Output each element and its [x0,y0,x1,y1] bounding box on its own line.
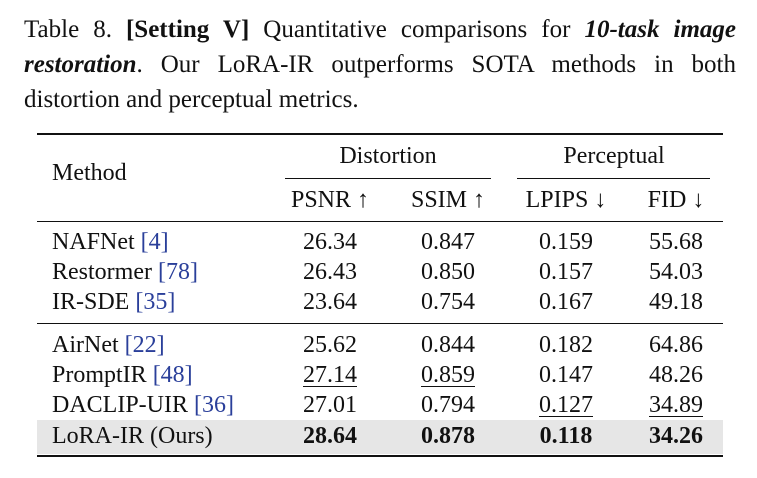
ssim-value: 0.847 [421,229,475,255]
psnr-value: 23.64 [303,289,357,315]
ssim-header: SSIM ↑ [410,187,486,213]
lpips-value: 0.147 [539,362,593,388]
table-row-method: NAFNet [4] [52,229,169,255]
fid-value: 64.86 [649,332,703,358]
distortion-cmidrule [285,178,491,179]
ours-row-highlight [37,420,723,454]
top-rule [37,133,723,135]
method-header: Method [52,160,127,186]
fid-value: 34.89 [649,392,703,418]
ssim-value: 0.794 [421,392,475,418]
lpips-value: 0.159 [539,229,593,255]
psnr-value: 27.14 [303,362,357,388]
ssim-value: 0.850 [421,259,475,285]
caption-setting: [Setting V] [125,16,250,43]
citation-link[interactable]: [78] [157,259,198,285]
ssim-value: 0.754 [421,289,475,315]
distortion-header: Distortion [339,143,437,169]
psnr-header: PSNR ↑ [290,187,370,213]
fid-value: 54.03 [649,259,703,285]
table-row-method-ours: LoRA-IR (Ours) [52,423,213,449]
lpips-value: 0.182 [539,332,593,358]
caption-table-label: Table 8. [24,16,112,43]
header-rule [37,221,723,222]
citation-link[interactable]: [36] [194,392,234,418]
ssim-value: 0.844 [421,332,475,358]
fid-value: 34.26 [649,423,703,449]
group-separator-rule [37,323,723,324]
psnr-value: 25.62 [303,332,357,358]
perceptual-cmidrule [517,178,710,179]
citation-link[interactable]: [22] [124,332,165,358]
psnr-value: 27.01 [303,392,357,418]
lpips-value: 0.118 [539,423,593,449]
fid-value: 48.26 [649,362,703,388]
bottom-rule [37,455,723,457]
perceptual-header: Perceptual [563,143,665,169]
table-row-method: DACLIP-UIR [36] [52,392,234,418]
fid-value: 55.68 [649,229,703,255]
fid-value: 49.18 [649,289,703,315]
citation-link[interactable]: [48] [152,362,193,388]
psnr-value: 26.43 [303,259,357,285]
psnr-value: 26.34 [303,229,357,255]
table-row-method: Restormer [78] [52,259,198,285]
caption-text-b: . Our LoRA-IR outperforms SOTA methods i… [24,51,736,113]
lpips-header: LPIPS ↓ [525,187,607,213]
table-row-method: AirNet [22] [52,332,165,358]
caption-text-a: Quantitative comparisons for [249,16,585,43]
lpips-value: 0.127 [539,392,593,418]
citation-link[interactable]: [4] [140,229,169,255]
lpips-value: 0.157 [539,259,593,285]
citation-link[interactable]: [35] [135,289,176,315]
caption-task-emphasis: 10-task image restoration [24,16,736,78]
ssim-value: 0.859 [421,362,475,388]
table-caption: Table 8. [Setting V] Quantitative compar… [24,12,736,117]
fid-header: FID ↓ [647,187,705,213]
lpips-value: 0.167 [539,289,593,315]
ssim-value: 0.878 [421,423,475,449]
psnr-value: 28.64 [303,423,357,449]
table-row-method: PromptIR [48] [52,362,193,388]
table-row-method: IR-SDE [35] [52,289,176,315]
